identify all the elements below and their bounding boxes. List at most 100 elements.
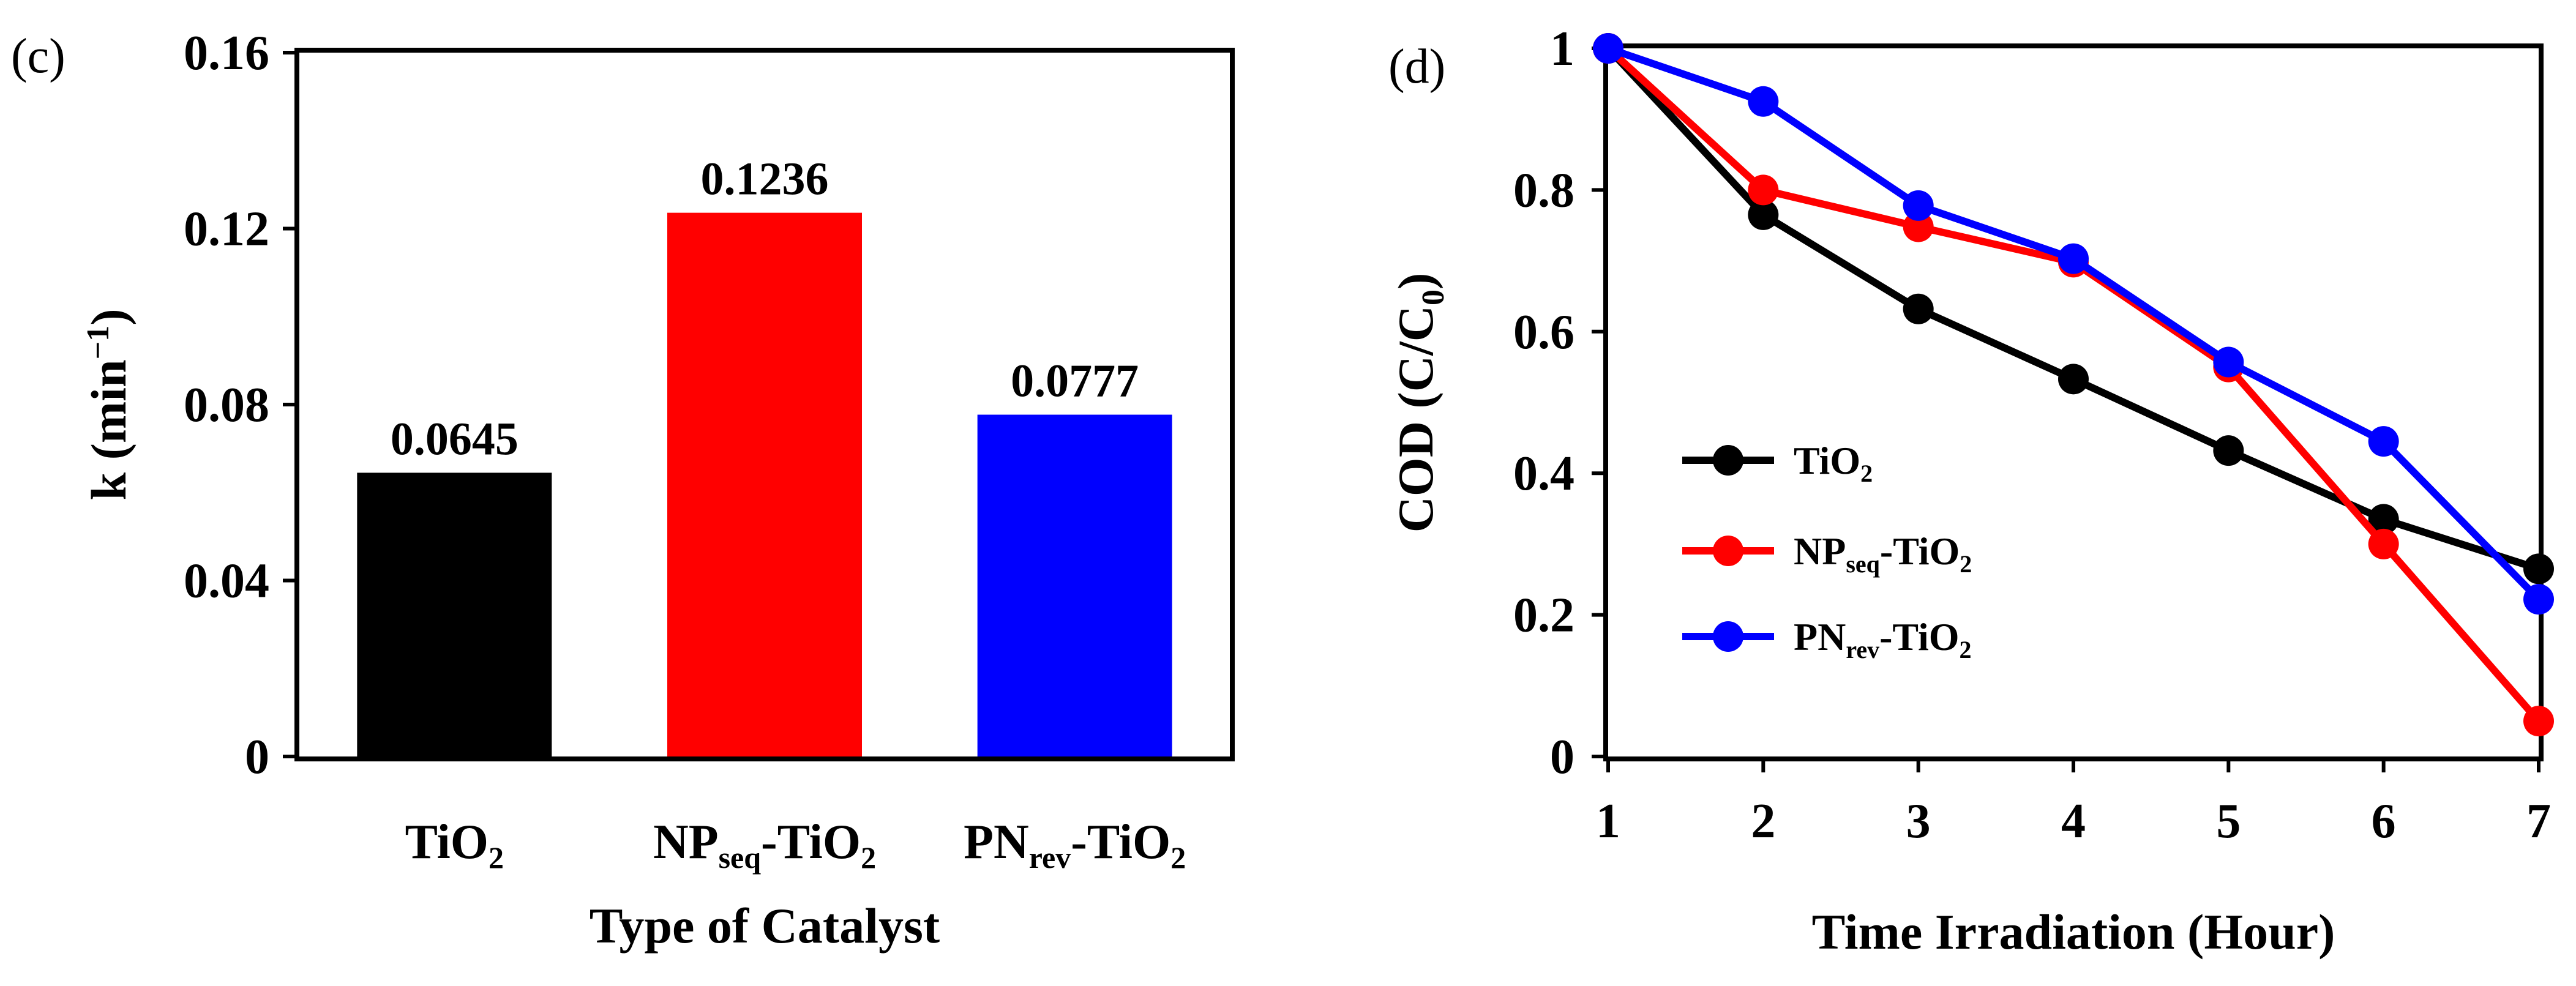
y-tick-label: 0.16	[184, 26, 269, 80]
data-point	[1903, 190, 1934, 221]
y-tick-label: 0.2	[1513, 589, 1574, 643]
label-part: NP	[653, 815, 719, 869]
y-tick-label: 0.4	[1513, 447, 1574, 501]
bar-3	[977, 414, 1172, 756]
label-part: k (min	[81, 359, 137, 500]
x-tick-label: 2	[1751, 794, 1775, 848]
legend-label: NPseq-TiO2	[1794, 529, 1972, 578]
data-point	[2368, 426, 2399, 457]
label-subscript: 2	[1960, 636, 1972, 663]
y-tick-label: 0.12	[184, 203, 269, 256]
x-tick-label: 3	[1906, 794, 1931, 848]
label-part: )	[1388, 273, 1443, 289]
plot-frame-d	[1603, 43, 2544, 761]
y-tick-label: 0	[245, 730, 269, 784]
y-tick-label: 0.04	[184, 555, 269, 608]
data-point	[1748, 199, 1779, 230]
label-part: COD (C/C	[1388, 305, 1443, 532]
label-part: PN	[964, 815, 1029, 869]
legend-marker	[1713, 536, 1743, 566]
label-subscript: 0	[1416, 289, 1451, 305]
series-line	[1605, 45, 2540, 573]
x-axis-c-tick-labels: TiO2 NPseq-TiO2 PNrev-TiO2	[405, 815, 1186, 875]
x-tick-label: 4	[2061, 794, 2086, 848]
x-tick-label: 5	[2216, 794, 2241, 848]
label-part: PN	[1794, 615, 1846, 659]
legend-marker	[1713, 621, 1743, 652]
bar-value-label: 0.1236	[701, 154, 829, 205]
label-subscript: 2	[489, 840, 504, 875]
panel-c-label: (c)	[11, 29, 66, 83]
x-tick-label: PNrev-TiO2	[964, 815, 1186, 875]
data-point	[1748, 174, 1779, 206]
y-axis-d-title: COD (C/C0)	[1388, 273, 1451, 533]
legend-label: PNrev-TiO2	[1794, 615, 1972, 663]
legend-label: TiO2	[1794, 439, 1873, 487]
label-subscript: 2	[1860, 460, 1873, 487]
y-axis-c-ticks: 0 0.04 0.08 0.12 0.16	[184, 26, 297, 784]
label-subscript: 2	[861, 840, 876, 875]
data-point	[2368, 504, 2399, 535]
x-tick-label: 6	[2372, 794, 2396, 848]
y-axis-c-title: k (min−1)	[81, 308, 137, 500]
label-part: TiO	[405, 815, 489, 869]
panel-d-label: (d)	[1388, 40, 1445, 94]
bar-value-label: 0.0645	[391, 413, 519, 465]
y-tick-label: 0	[1550, 730, 1574, 784]
label-part: NP	[1794, 529, 1846, 573]
y-tick-label: 0.08	[184, 378, 269, 432]
x-axis-d-ticks: 1 2 3 4 5 6 7	[1596, 759, 2551, 848]
series-line	[1607, 45, 2542, 602]
legend-item: TiO2	[1682, 439, 1873, 487]
y-tick-label: 0.8	[1513, 163, 1574, 217]
label-subscript: 2	[1960, 550, 1972, 578]
legend-item: PNrev-TiO2	[1682, 615, 1972, 663]
series-1	[1593, 33, 2554, 585]
label-subscript: seq	[719, 840, 762, 875]
data-point	[2368, 528, 2399, 559]
series-group	[1593, 33, 2554, 737]
bar-value-label: 0.0777	[1011, 356, 1139, 407]
data-point	[2213, 346, 2244, 378]
y-tick-label: 0.6	[1513, 305, 1574, 359]
y-axis-d-ticks: 0 0.2 0.4 0.6 0.8 1	[1513, 22, 1606, 784]
data-point	[2523, 584, 2554, 615]
data-point	[1903, 293, 1934, 324]
data-point	[2523, 706, 2554, 737]
label-subscript: seq	[1846, 550, 1880, 578]
x-tick-label: 1	[1596, 794, 1620, 848]
bar-group	[357, 212, 1172, 756]
label-subscript: 2	[1170, 840, 1186, 875]
data-point	[1903, 211, 1934, 242]
label-part: -TiO	[1071, 815, 1170, 869]
legend-marker	[1713, 445, 1743, 476]
label-superscript: −1	[81, 326, 116, 360]
x-axis-c-title: Type of Catalyst	[590, 898, 940, 954]
data-point	[1593, 33, 1623, 64]
bar-2	[667, 212, 862, 756]
label-part: -TiO	[761, 815, 861, 869]
label-part: TiO	[1794, 439, 1860, 482]
legend-item: NPseq-TiO2	[1682, 529, 1972, 578]
data-point	[2213, 435, 2244, 466]
label-part: -TiO	[1879, 615, 1959, 659]
data-point	[2058, 364, 2089, 395]
x-axis-d-title: Time Irradiation (Hour)	[1812, 904, 2335, 960]
x-tick-label: TiO2	[405, 815, 504, 875]
bar-value-labels: 0.0645 0.1236 0.0777	[391, 154, 1139, 465]
data-point	[2523, 553, 2554, 585]
y-tick-label: 1	[1550, 22, 1574, 76]
x-tick-label: NPseq-TiO2	[653, 815, 876, 875]
label-subscript: rev	[1029, 840, 1071, 875]
label-subscript: rev	[1846, 636, 1879, 663]
bar-1	[357, 472, 552, 756]
data-point	[2058, 243, 2089, 274]
series-3	[1593, 33, 2554, 615]
label-part: )	[81, 308, 137, 325]
x-tick-label: 7	[2526, 794, 2551, 848]
data-point	[1748, 86, 1779, 117]
label-part: -TiO	[1880, 529, 1960, 573]
